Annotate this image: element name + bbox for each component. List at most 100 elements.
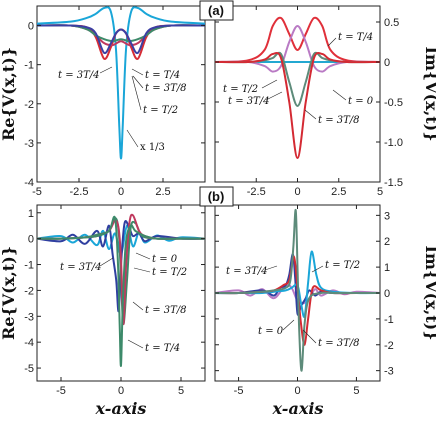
y-tick-label: -1.5	[384, 177, 403, 189]
y-tick-label: -1	[384, 314, 394, 326]
ylabel-a-right: Im{V(x,t)}	[422, 46, 436, 141]
annotation: t = T/4	[338, 32, 373, 43]
annotation: t = 0	[348, 96, 374, 107]
y-tick-label: -3	[384, 366, 394, 378]
annotation: x 1/3	[140, 142, 165, 153]
y-tick-label: -3	[24, 138, 34, 150]
y-tick-label: 0	[384, 288, 390, 300]
annotation: t = T/2	[152, 267, 187, 278]
annotation-leader	[131, 68, 144, 76]
annotation: t = T/4	[145, 343, 180, 354]
annotation-leader	[99, 66, 113, 74]
y-tick-label: -4	[24, 337, 34, 349]
series-line-t3T8	[37, 24, 205, 47]
panel-label-b: (b)	[208, 189, 225, 204]
tick-layer: -5-2.502.550-1-2-3-4-5-2.502.550.50-0.5-…	[24, 6, 403, 397]
annotation: t = 0	[258, 326, 284, 337]
panel-label-a: (a)	[208, 3, 224, 18]
x-tick-label: -5	[32, 186, 42, 198]
series-line-tT2	[37, 215, 205, 367]
annotation-leader	[99, 257, 114, 267]
x-tick-label: 2.5	[155, 186, 170, 198]
y-tick-label: 0.5	[384, 17, 399, 29]
annotation: t = T/2	[143, 105, 178, 116]
x-tick-label: 0	[294, 186, 300, 198]
xlabel-b-right: x-axis	[272, 399, 324, 418]
y-tick-label: 1	[384, 262, 390, 274]
y-tick-label: -1.0	[384, 137, 403, 149]
annotation: t = 3T/4	[226, 266, 268, 277]
annotation: t = 0	[152, 254, 178, 265]
y-tick-label: -2	[24, 285, 34, 297]
y-tick-label: 2	[384, 236, 390, 248]
y-tick-label: -2	[24, 99, 34, 111]
x-tick-label: 2.5	[331, 186, 346, 198]
annotation-leader	[311, 265, 324, 273]
annotation-leader	[135, 252, 151, 260]
annotation-leader	[327, 37, 337, 47]
y-tick-label: 0	[28, 234, 34, 246]
panel-label-b-box	[199, 186, 234, 207]
x-tick-label: 0	[294, 385, 300, 397]
series-line-im_t3T8	[215, 51, 380, 159]
y-tick-label: 0	[28, 21, 34, 33]
series-line-im_tT2	[215, 25, 380, 73]
plot-layer	[37, 6, 380, 372]
y-tick-label: 0	[384, 57, 390, 69]
annotation-leader	[332, 89, 347, 101]
annotation-leader	[261, 79, 278, 89]
y-tick-label: -5	[24, 363, 34, 375]
x-tick-label: -2.5	[70, 186, 89, 198]
x-tick-label: -5	[56, 385, 66, 397]
x-tick-label: 0	[118, 385, 124, 397]
x-tick-label: 5	[353, 385, 359, 397]
series-line-im_tT4	[215, 16, 380, 63]
annotation: t = 3T/4	[228, 96, 270, 107]
series-group-b-left	[37, 213, 205, 367]
annotation-leader	[131, 75, 142, 111]
annotation: t = 3T/8	[318, 115, 360, 126]
y-tick-label: 3	[384, 210, 390, 222]
y-tick-label: -4	[24, 177, 34, 189]
y-tick-label: -3	[24, 311, 34, 323]
annotation-leader	[133, 267, 151, 273]
x-tick-label: 5	[178, 385, 184, 397]
annotation-leader	[264, 265, 278, 271]
series-line-tT2	[37, 24, 205, 43]
ylabel-a-left: Re{V(x,t)}	[0, 47, 18, 141]
annotation: t = 3T/4	[58, 70, 100, 81]
annotation: t = 3T/8	[318, 338, 360, 349]
annotation: t = T/4	[145, 70, 180, 81]
x-tick-label: -5	[234, 385, 244, 397]
annotation-leader	[304, 109, 317, 120]
series-group-a-right	[215, 16, 380, 159]
annotation-leader	[126, 129, 139, 148]
xlabel-b-left: x-axis	[95, 399, 147, 418]
annotation-leader	[282, 319, 295, 331]
y-tick-label: -1	[24, 60, 34, 72]
annotation-leader	[302, 329, 317, 344]
x-tick-label: -2.5	[247, 186, 266, 198]
annotation: t = T/2	[325, 260, 360, 271]
series-line-t0	[215, 250, 380, 318]
annotation-leader	[265, 91, 283, 101]
series-line-im_t3T4	[215, 209, 380, 372]
annotation: t = 3T/8	[145, 83, 187, 94]
annotation: t = T/2	[223, 84, 258, 95]
annotation-leader	[127, 339, 144, 349]
series-line-t0	[37, 6, 205, 160]
series-line-t3T4_top	[37, 24, 205, 55]
y-tick-label: -0.5	[384, 97, 403, 109]
y-tick-label: -2	[384, 340, 394, 352]
y-tick-label: 1	[28, 208, 34, 220]
x-tick-label: 5	[377, 186, 383, 198]
series-group-b-right	[215, 209, 380, 372]
x-tick-label: 0	[118, 186, 124, 198]
ylabel-b-left: Re{V(x,t)}	[0, 246, 18, 340]
annotation-leader	[132, 301, 144, 311]
series-line-t3T4	[215, 253, 380, 316]
annotation: t = 3T/4	[60, 262, 102, 273]
panel-label-a-box	[199, 0, 234, 21]
y-tick-label: -1	[24, 260, 34, 272]
